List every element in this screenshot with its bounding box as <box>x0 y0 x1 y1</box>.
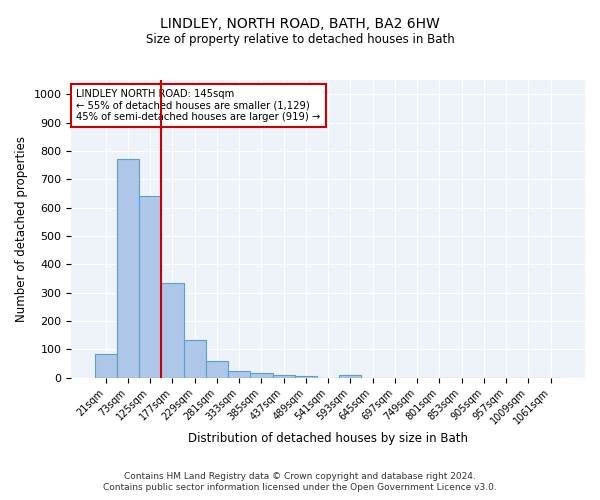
Bar <box>139 196 161 378</box>
Bar <box>250 372 272 378</box>
Text: Contains public sector information licensed under the Open Government Licence v3: Contains public sector information licen… <box>103 484 497 492</box>
X-axis label: Distribution of detached houses by size in Bath: Distribution of detached houses by size … <box>188 432 468 445</box>
Bar <box>272 375 295 378</box>
Bar <box>228 370 250 378</box>
Bar <box>206 361 228 378</box>
Bar <box>95 354 117 378</box>
Text: Size of property relative to detached houses in Bath: Size of property relative to detached ho… <box>146 32 454 46</box>
Bar <box>184 340 206 378</box>
Text: LINDLEY NORTH ROAD: 145sqm
← 55% of detached houses are smaller (1,129)
45% of s: LINDLEY NORTH ROAD: 145sqm ← 55% of deta… <box>76 89 320 122</box>
Text: LINDLEY, NORTH ROAD, BATH, BA2 6HW: LINDLEY, NORTH ROAD, BATH, BA2 6HW <box>160 18 440 32</box>
Y-axis label: Number of detached properties: Number of detached properties <box>15 136 28 322</box>
Bar <box>161 282 184 378</box>
Bar <box>339 375 361 378</box>
Text: Contains HM Land Registry data © Crown copyright and database right 2024.: Contains HM Land Registry data © Crown c… <box>124 472 476 481</box>
Bar <box>117 160 139 378</box>
Bar <box>295 376 317 378</box>
